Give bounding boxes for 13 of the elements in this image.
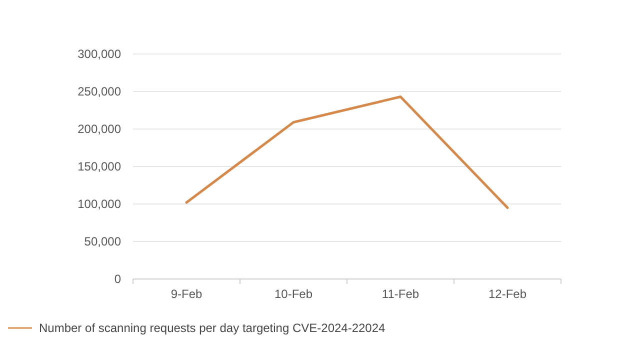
y-tick-label: 100,000 xyxy=(78,197,122,212)
x-tick-label: 10-Feb xyxy=(274,287,313,301)
y-tick-label: 200,000 xyxy=(78,122,122,136)
x-tick-label: 9-Feb xyxy=(170,287,202,301)
x-tick-label: 12-Feb xyxy=(488,287,527,301)
line-series xyxy=(185,96,509,209)
y-tick-label: 50,000 xyxy=(84,234,122,249)
x-tick-label: 11-Feb xyxy=(382,287,420,301)
y-tick-label: 150,000 xyxy=(78,160,122,174)
y-tick-label: 250,000 xyxy=(78,84,122,99)
legend-label: Number of scanning requests per day targeting CVE-2024-22024 xyxy=(39,321,386,336)
y-tick-label: 300,000 xyxy=(78,47,122,62)
y-tick-label: 0 xyxy=(114,272,122,286)
